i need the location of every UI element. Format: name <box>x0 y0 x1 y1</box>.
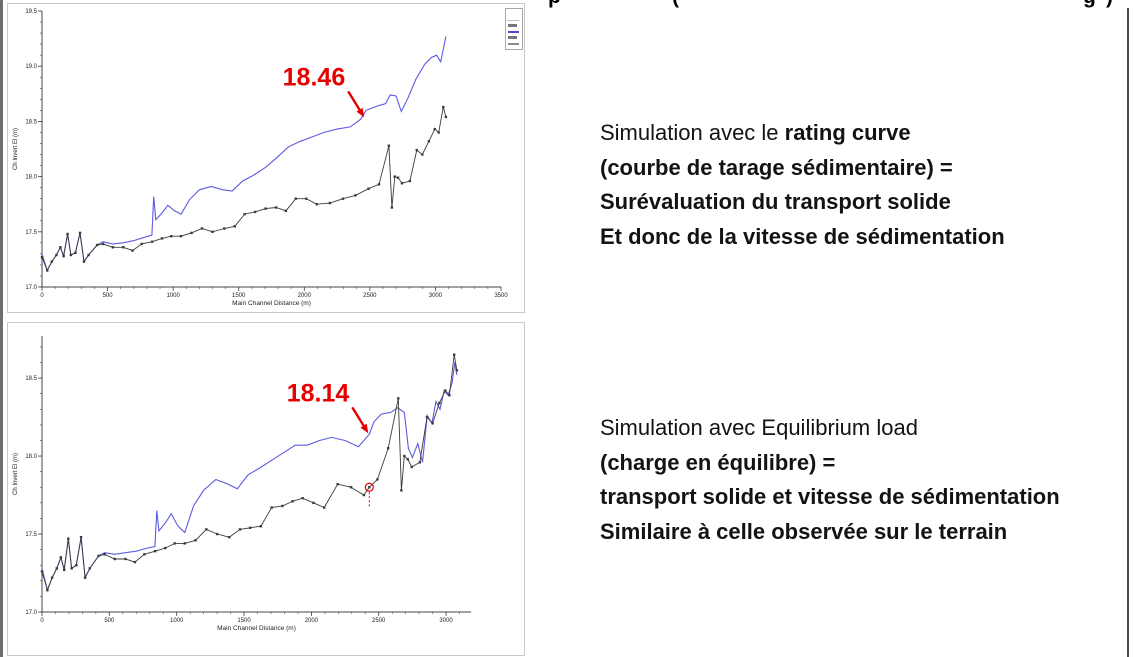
svg-text:3000: 3000 <box>439 618 453 624</box>
clipped-glyph: ( <box>672 0 679 9</box>
svg-text:17.0: 17.0 <box>25 285 37 291</box>
legend-box <box>505 8 523 50</box>
svg-text:Ch Invert El (m): Ch Invert El (m) <box>13 128 19 170</box>
svg-text:Ch Invert El (m): Ch Invert El (m) <box>13 453 19 495</box>
legend-entry-label <box>508 24 517 27</box>
profile-plot-svg: 0 500 1000 1500 2000 2500 3000 17.0 17.5 18.0 18.5… <box>13 336 471 632</box>
svg-text:3500: 3500 <box>494 293 508 299</box>
svg-text:18.0: 18.0 <box>25 454 37 460</box>
svg-text:18.0: 18.0 <box>25 175 37 181</box>
caption-line: Simulation avec le rating curve <box>600 116 1128 151</box>
svg-text:0: 0 <box>40 618 44 624</box>
slide-right-border <box>1127 8 1129 657</box>
caption-line: transport solide et vitesse de sédimenta… <box>600 484 1060 509</box>
svg-text:1000: 1000 <box>166 293 180 299</box>
legend-blue-line-sample <box>508 31 519 33</box>
svg-text:18.5: 18.5 <box>25 376 37 382</box>
legend-gray-line-sample <box>508 43 519 45</box>
svg-text:1500: 1500 <box>232 293 246 299</box>
svg-text:1500: 1500 <box>237 618 251 624</box>
clipped-glyph: ) <box>1106 0 1113 9</box>
svg-text:2000: 2000 <box>305 618 319 624</box>
clipped-header-text: p ( g ) <box>0 0 1133 9</box>
svg-text:17.5: 17.5 <box>25 230 37 236</box>
profile-chart-equilibrium-load: 0 500 1000 1500 2000 2500 3000 17.0 17.5 18.0 18.5… <box>7 322 525 656</box>
caption-line: Simulation avec Equilibrium load <box>600 415 918 440</box>
legend-entry-label <box>508 36 517 39</box>
svg-text:0: 0 <box>40 293 44 299</box>
clipped-glyph: p <box>548 0 561 9</box>
svg-text:19.0: 19.0 <box>25 64 37 70</box>
caption-line: (courbe de tarage sédimentaire) = <box>600 154 953 180</box>
svg-text:3000: 3000 <box>429 293 443 299</box>
caption-text-bold: rating curve <box>784 120 911 145</box>
svg-text:17.5: 17.5 <box>25 532 37 538</box>
caption-line: Similaire à celle observée sur le terrai… <box>600 518 1008 544</box>
svg-text:2500: 2500 <box>363 293 377 299</box>
equilibrium-caption: Simulation avec Equilibrium load (charge… <box>600 411 1128 549</box>
profile-chart-rating-curve: 0 500 1000 1500 2000 2500 3000 3500 17.0 17.5 18.0… <box>7 3 525 313</box>
clipped-glyph: g <box>1083 0 1096 9</box>
profile-plot-svg: 0 500 1000 1500 2000 2500 3000 3500 17.0 17.5 18.0… <box>13 9 508 307</box>
legend-divider <box>507 20 519 21</box>
svg-text:2500: 2500 <box>372 618 386 624</box>
caption-text-regular: Simulation avec le <box>600 120 785 145</box>
slide-left-border <box>0 0 3 657</box>
svg-text:18.14: 18.14 <box>287 379 350 407</box>
rating-curve-caption: Simulation avec le rating curve (courbe … <box>600 116 1128 254</box>
svg-text:2000: 2000 <box>298 293 312 299</box>
caption-line: Surévaluation du transport solide <box>600 189 951 214</box>
svg-text:18.46: 18.46 <box>283 63 346 91</box>
svg-text:500: 500 <box>103 293 114 299</box>
svg-text:18.5: 18.5 <box>25 119 37 125</box>
svg-text:17.0: 17.0 <box>25 610 37 616</box>
svg-text:1000: 1000 <box>170 618 184 624</box>
svg-text:Main Channel Distance (m): Main Channel Distance (m) <box>232 300 311 307</box>
svg-text:500: 500 <box>104 618 115 624</box>
svg-text:19.5: 19.5 <box>25 9 37 15</box>
svg-text:Main Channel Distance (m): Main Channel Distance (m) <box>217 625 296 632</box>
caption-line: (charge en équilibre) = <box>600 449 836 475</box>
caption-line: Et donc de la vitesse de sédimentation <box>600 223 1005 249</box>
